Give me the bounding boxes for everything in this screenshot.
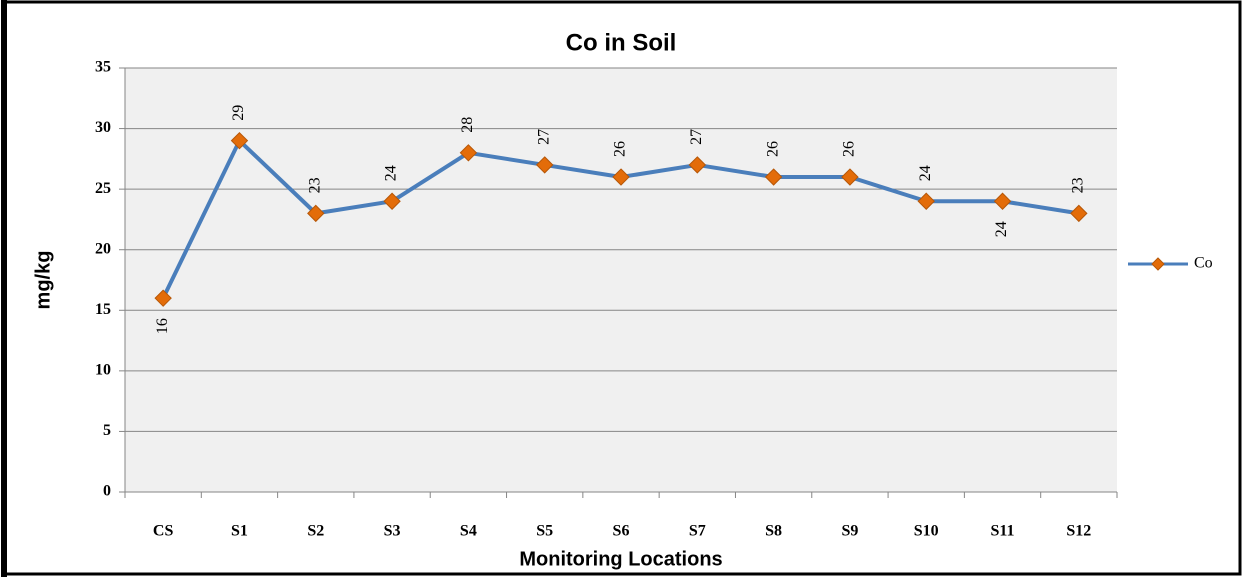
y-tick-label: 30: [95, 119, 111, 136]
marker: [230, 131, 249, 150]
y-tick-label: 25: [95, 180, 111, 197]
data-label: 23: [306, 177, 323, 193]
marker: [307, 204, 325, 223]
marker: [917, 192, 935, 210]
data-label: 26: [612, 141, 629, 157]
legend-label: Co: [1194, 255, 1213, 272]
x-tick-label: S6: [613, 523, 630, 540]
x-tick-label: CS: [153, 523, 174, 540]
x-axis-label: Monitoring Locations: [519, 548, 722, 570]
marker: [459, 144, 478, 162]
chart-title: Co in Soil: [566, 29, 677, 56]
x-tick-label: S3: [384, 523, 401, 540]
marker: [154, 289, 172, 307]
data-label: 16: [154, 318, 171, 334]
y-tick-label: 20: [95, 240, 111, 257]
y-tick-label: 5: [103, 422, 111, 439]
data-label: 27: [688, 129, 705, 145]
legend-marker: [1151, 257, 1165, 271]
marker: [1070, 204, 1088, 223]
marker: [535, 156, 554, 174]
data-label: 28: [459, 117, 476, 133]
x-tick-label: S8: [765, 523, 782, 540]
x-tick-label: S11: [991, 523, 1015, 540]
data-label: 24: [917, 165, 934, 181]
data-label: 29: [230, 105, 247, 121]
data-label: 24: [993, 221, 1010, 237]
marker: [841, 168, 859, 186]
data-label: 23: [1070, 177, 1087, 193]
data-label: 26: [764, 141, 781, 157]
y-tick-label: 0: [103, 483, 111, 500]
x-tick-label: S2: [307, 523, 324, 540]
plot: 0 5 10 15 20 25 30 35 CS S1 S2 S3 S4 S5 S6 S7 S8 S9 S10 S11…: [95, 59, 1213, 540]
marker: [383, 192, 401, 210]
x-tick-label: S5: [536, 523, 553, 540]
marker: [688, 156, 707, 174]
y-tick-label: 15: [95, 301, 111, 318]
x-tick-label: S12: [1066, 523, 1091, 540]
frame-edge: [1, 0, 7, 577]
marker: [612, 168, 630, 186]
data-label: 24: [383, 165, 400, 181]
y-tick-label: 10: [95, 362, 111, 379]
x-tick-label: S4: [460, 523, 477, 540]
marker: [764, 168, 783, 186]
x-tick-label: S9: [841, 523, 858, 540]
x-tick-label: S7: [689, 523, 706, 540]
data-label: 26: [841, 141, 858, 157]
y-tick-label: 35: [95, 59, 111, 76]
marker: [993, 192, 1012, 210]
x-tick-label: S1: [231, 523, 248, 540]
plot-area: [125, 68, 1117, 492]
data-label: 27: [535, 129, 552, 145]
x-tick-label: S10: [914, 523, 939, 540]
y-axis-label: mg/kg: [32, 251, 54, 310]
